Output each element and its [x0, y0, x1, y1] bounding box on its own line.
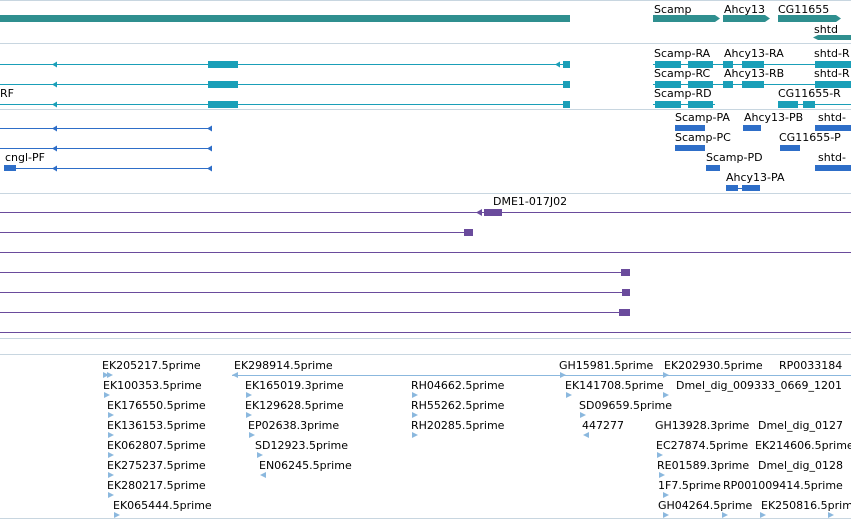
transcript-label: Scamp-RD: [654, 87, 712, 100]
gene-label-scamp: Scamp: [654, 3, 692, 16]
protein-label: Scamp-PD: [706, 151, 763, 164]
est-label: EK065444.5prime: [113, 499, 212, 512]
cdna-row-6[interactable]: [0, 309, 630, 316]
est-label: GH13928.3prime: [655, 419, 750, 432]
est-label: SD12923.5prime: [255, 439, 348, 452]
gene-label-ahcy13: Ahcy13: [724, 3, 766, 16]
gene-track: [0, 15, 851, 40]
transcript-row-3[interactable]: [0, 101, 851, 108]
protein-label: CG11655-P: [779, 131, 841, 144]
est-label: EK062807.5prime: [107, 439, 206, 452]
gene-bar-cg11655[interactable]: [778, 15, 841, 22]
protein-label: Ahcy13-PB: [744, 111, 804, 124]
protein-label: Ahcy13-PA: [726, 171, 785, 184]
est-label: Dmel_dig_0128: [758, 459, 844, 472]
transcript-track: [0, 61, 851, 108]
cdna-row-4[interactable]: [0, 269, 630, 276]
est-label: RP0033184: [779, 359, 843, 372]
est-label: EN06245.5prime: [259, 459, 352, 472]
cdna-row-2[interactable]: [0, 229, 473, 236]
est-label: EK141708.5prime: [565, 379, 664, 392]
protein-label: shtd-: [818, 111, 846, 124]
cdna-track: [0, 209, 851, 333]
est-label: EK202930.5prime: [664, 359, 763, 372]
transcript-label: shtd-R: [814, 47, 850, 60]
protein-label: shtd-: [818, 151, 846, 164]
gene-label-shtd: shtd: [814, 23, 838, 36]
protein-row-1[interactable]: [0, 125, 851, 132]
protein-label: Scamp-PA: [675, 111, 730, 124]
est-markers: [103, 372, 834, 518]
transcript-row-2[interactable]: [0, 81, 851, 88]
cdna-row-5[interactable]: [0, 289, 630, 296]
transcript-label: Scamp-RC: [654, 67, 711, 80]
transcript-label: Scamp-RA: [654, 47, 711, 60]
est-label: EK205217.5prime: [102, 359, 201, 372]
cdna-row-1[interactable]: [0, 209, 851, 216]
est-label: EP02638.3prime: [248, 419, 340, 432]
est-label: Dmel_dig_009333_0669_1201: [676, 379, 843, 392]
est-label: EK129628.5prime: [245, 399, 344, 412]
est-label: EK100353.5prime: [103, 379, 202, 392]
est-label: EK214606.5prime: [755, 439, 851, 452]
protein-row-3[interactable]: [4, 165, 851, 172]
protein-row-4[interactable]: [726, 185, 760, 191]
est-label: SD09659.5prime: [579, 399, 672, 412]
transcript-label: CG11655-R: [778, 87, 841, 100]
est-label: GH04264.5prime: [658, 499, 753, 512]
est-label: RE01589.3prime: [657, 459, 750, 472]
est-label: EK298914.5prime: [234, 359, 333, 372]
est-label: GH15981.5prime: [559, 359, 654, 372]
transcript-label: shtd-R: [814, 67, 850, 80]
est-label: RH20285.5prime: [411, 419, 505, 432]
gene-bar-ahcy13[interactable]: [723, 15, 770, 22]
protein-label: Scamp-PC: [675, 131, 731, 144]
protein-track: [0, 125, 851, 191]
gene-bar-left[interactable]: [0, 15, 570, 22]
cdna-label: DME1-017J02: [493, 195, 568, 208]
protein-row-2[interactable]: [0, 145, 800, 152]
est-label: RP001009414.5prime: [723, 479, 843, 492]
est-label: EK136153.5prime: [107, 419, 206, 432]
gene-label-cg11655: CG11655: [778, 3, 830, 16]
est-label: EK165019.3prime: [245, 379, 344, 392]
est-label: 1F7.5prime: [658, 479, 721, 492]
est-label: EC27874.5prime: [656, 439, 749, 452]
est-label: EK176550.5prime: [107, 399, 206, 412]
transcript-row-1[interactable]: [0, 61, 851, 68]
transcript-label: Ahcy13-RB: [724, 67, 785, 80]
transcript-label: RF: [0, 87, 14, 100]
est-label: 447277: [582, 419, 624, 432]
transcript-label: Ahcy13-RA: [724, 47, 784, 60]
est-label: RH04662.5prime: [411, 379, 505, 392]
est-track: [103, 372, 851, 518]
est-label: EK280217.5prime: [107, 479, 206, 492]
est-label: Dmel_dig_0127: [758, 419, 844, 432]
gene-bar-shtd[interactable]: [813, 35, 851, 40]
est-label: EK275237.5prime: [107, 459, 206, 472]
protein-label: cngl-PF: [5, 151, 45, 164]
est-label: EK250816.5prime: [761, 499, 851, 512]
est-label: RH55262.5prime: [411, 399, 505, 412]
gene-bar-scamp[interactable]: [653, 15, 720, 22]
